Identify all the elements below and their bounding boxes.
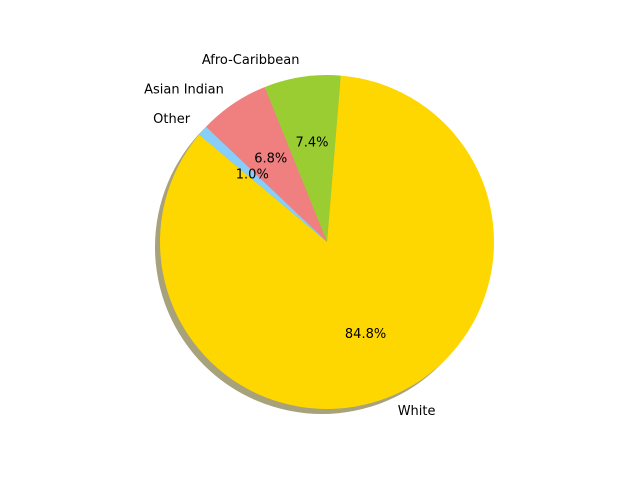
slice-label-afro-caribbean: Afro-Caribbean	[202, 53, 300, 68]
pie-slice-afro-caribbean	[264, 75, 341, 242]
slice-label-other: Other	[153, 112, 191, 127]
slice-label-asian-indian: Asian Indian	[144, 82, 224, 97]
pie-labels: White 84.8% Afro-Caribbean 7.4% Asian Indian…	[144, 53, 435, 419]
slice-label-white: White	[398, 404, 436, 419]
slice-pct-afro-caribbean: 7.4%	[296, 135, 329, 150]
pie-slices	[159, 75, 494, 409]
pie-slice-white	[159, 75, 494, 409]
pie-slice-other	[199, 126, 327, 242]
slice-pct-white: 84.8%	[345, 327, 386, 342]
pie-slice-asian-indian	[206, 87, 327, 243]
slice-pct-asian-indian: 6.8%	[254, 152, 287, 167]
slice-pct-other: 1.0%	[236, 168, 269, 183]
